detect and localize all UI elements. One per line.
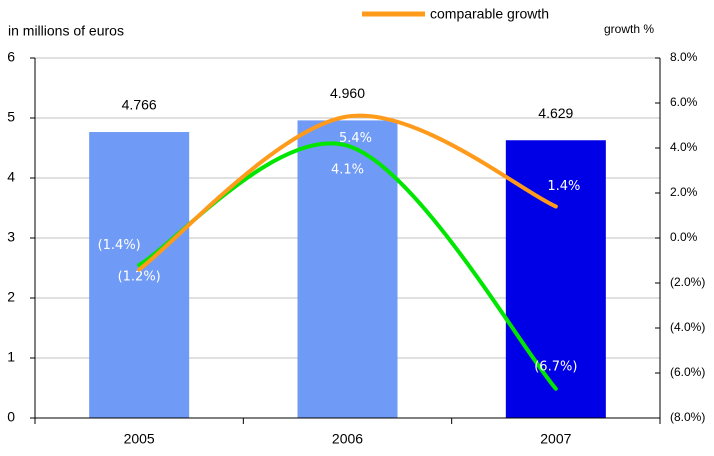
y-tick-label: 3 xyxy=(7,229,15,245)
y-tick-label: 6 xyxy=(7,49,15,65)
line-value-label: (1.2%) xyxy=(118,270,161,285)
y2-tick-label: 6.0% xyxy=(670,95,698,109)
bar-value-label: 4.629 xyxy=(538,105,573,121)
line-value-label: (1.4%) xyxy=(98,238,141,253)
bar-value-label: 4.960 xyxy=(330,85,365,101)
y2-tick-label: (4.0%) xyxy=(670,320,705,334)
line-value-label: (6.7%) xyxy=(534,359,577,374)
y-tick-label: 2 xyxy=(7,289,15,305)
line-series xyxy=(137,113,558,272)
bar xyxy=(89,132,190,419)
line-value-label: 5.4% xyxy=(339,131,372,146)
y-tick-label: 5 xyxy=(7,109,15,125)
y2-tick-label: (6.0%) xyxy=(670,365,705,379)
y2-axis-label: growth % xyxy=(604,22,654,36)
y2-tick-label: 2.0% xyxy=(670,185,698,199)
legend-label: comparable growth xyxy=(430,6,549,22)
y2-tick-label: 4.0% xyxy=(670,140,698,154)
y-tick-label: 1 xyxy=(7,349,15,365)
bar-value-label: 4.766 xyxy=(122,97,157,113)
bar xyxy=(297,120,398,419)
line-value-label: 1.4% xyxy=(547,179,580,194)
y-tick-label: 4 xyxy=(7,169,15,185)
x-tick-label: 2007 xyxy=(540,431,571,447)
y2-tick-label: (8.0%) xyxy=(670,410,705,424)
y2-tick-label: 0.0% xyxy=(670,230,698,244)
y2-tick-label: (2.0%) xyxy=(670,275,705,289)
y-tick-label: 0 xyxy=(7,409,15,425)
x-tick-label: 2005 xyxy=(124,431,155,447)
y-axis-label: in millions of euros xyxy=(8,23,124,39)
x-tick-label: 2006 xyxy=(332,431,363,447)
line-value-label: 4.1% xyxy=(331,162,364,177)
y2-tick-label: 8.0% xyxy=(670,50,698,64)
